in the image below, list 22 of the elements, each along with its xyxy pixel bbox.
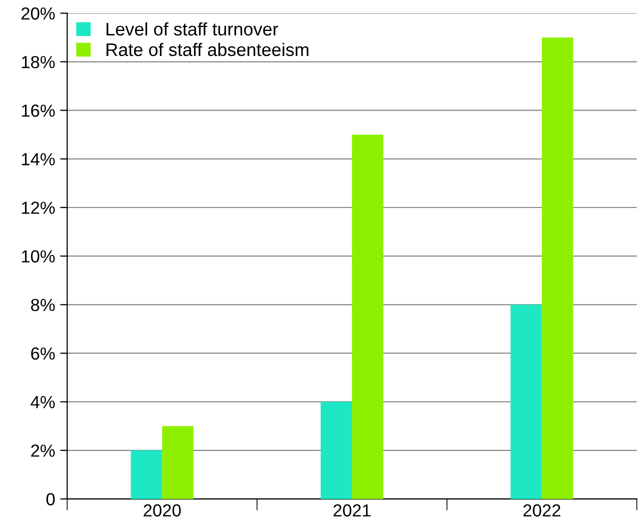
y-tick-label: 14%: [22, 153, 55, 166]
x-tick-label: 2020: [144, 504, 181, 517]
x-tick-label: 2021: [334, 504, 370, 517]
y-tick-label: 6%: [31, 347, 55, 360]
y-tick-label: 4%: [30, 396, 55, 408]
bar: [510, 304, 542, 499]
bar: [130, 450, 162, 499]
bar: [162, 426, 194, 499]
y-tick-label: 2%: [31, 444, 55, 457]
x-tick-label: 2022: [523, 504, 560, 517]
y-tick-label: 10%: [22, 250, 55, 263]
bar: [352, 134, 384, 499]
y-tick-label: 12%: [22, 202, 55, 214]
bar: [320, 402, 352, 499]
y-tick-label: 8%: [31, 298, 55, 312]
y-tick-label: 18%: [22, 56, 55, 68]
legend-label: Level of staff turnover: [106, 22, 278, 36]
y-tick-label: 20%: [22, 7, 55, 20]
bar: [542, 37, 574, 499]
y-tick-label: 0: [46, 493, 55, 506]
y-tick-label: 16%: [22, 104, 55, 117]
legend-label: Rate of staff absenteeism: [106, 42, 308, 56]
